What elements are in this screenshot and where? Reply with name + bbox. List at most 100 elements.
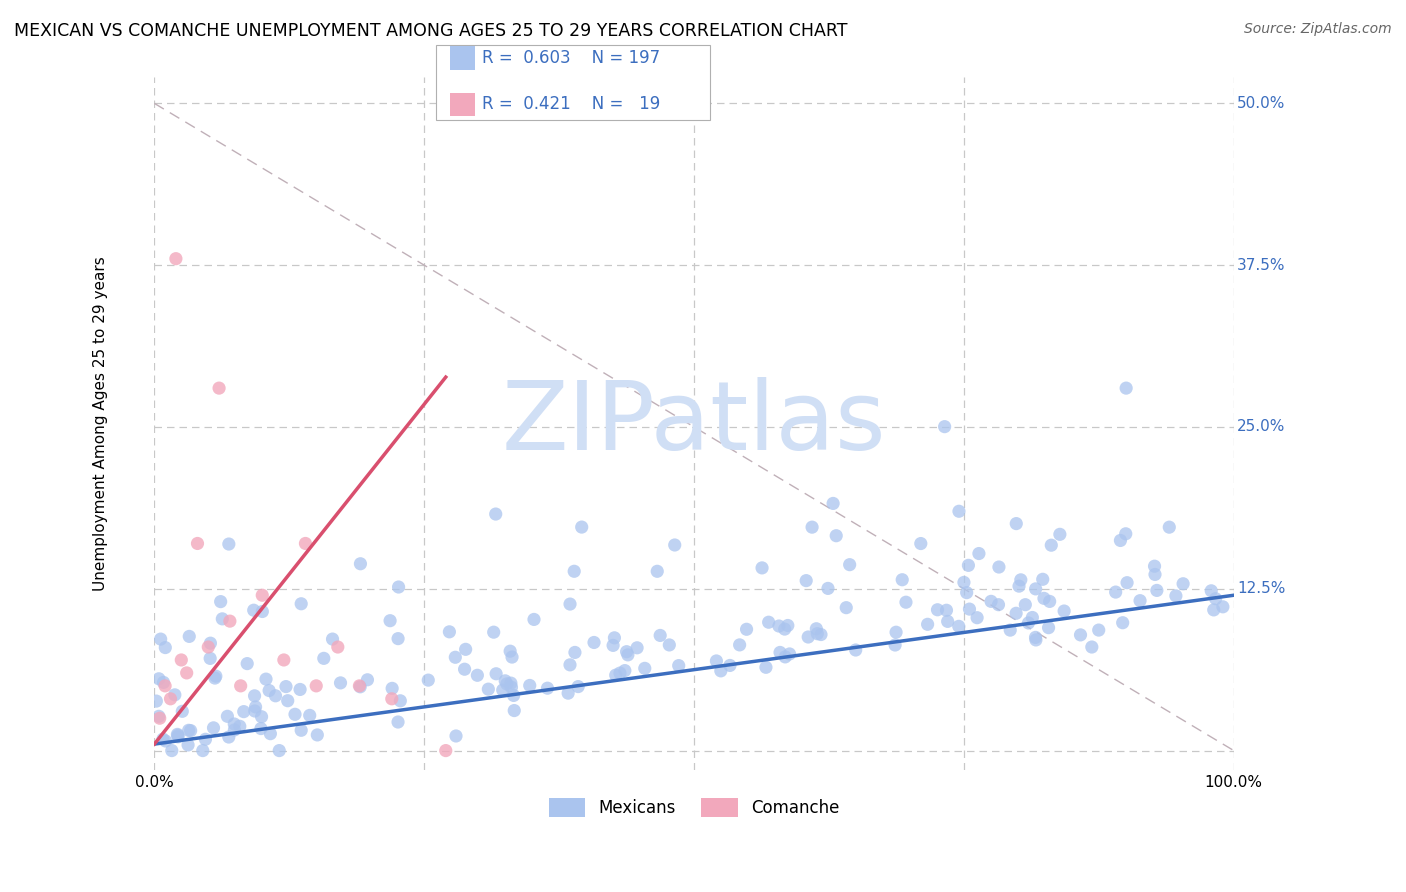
Point	[163, 688, 186, 702]
Point	[254, 672, 277, 686]
Point	[167, 730, 190, 744]
Point	[322, 632, 344, 646]
Point	[259, 727, 281, 741]
Point	[948, 504, 970, 518]
Point	[936, 615, 959, 629]
Point	[312, 651, 335, 665]
Point	[602, 639, 624, 653]
Point	[910, 536, 932, 550]
Point	[224, 723, 246, 737]
Point	[1212, 599, 1234, 614]
Point	[1146, 583, 1168, 598]
Point	[149, 632, 172, 646]
Point	[959, 602, 981, 616]
Point	[934, 419, 956, 434]
Point	[523, 612, 546, 626]
Point	[558, 657, 581, 672]
Point	[499, 644, 522, 658]
Point	[307, 728, 329, 742]
Point	[668, 658, 690, 673]
Point	[927, 603, 949, 617]
Point	[710, 664, 733, 678]
Point	[160, 743, 183, 757]
Point	[439, 624, 461, 639]
Text: 50.0%: 50.0%	[1237, 95, 1285, 111]
Point	[797, 630, 820, 644]
Point	[467, 668, 489, 682]
Point	[242, 603, 264, 617]
Point	[492, 683, 515, 698]
Point	[779, 647, 801, 661]
Point	[257, 683, 280, 698]
Point	[170, 653, 193, 667]
Point	[1008, 579, 1031, 593]
Point	[603, 631, 626, 645]
Point	[269, 743, 291, 757]
Point	[658, 638, 681, 652]
Point	[387, 632, 409, 646]
Point	[1005, 516, 1028, 531]
Point	[224, 717, 246, 731]
Point	[773, 649, 796, 664]
Point	[845, 643, 868, 657]
Text: R =  0.603    N = 197: R = 0.603 N = 197	[482, 49, 661, 67]
Point	[1143, 567, 1166, 582]
Text: 12.5%: 12.5%	[1237, 582, 1285, 596]
Point	[229, 719, 252, 733]
Point	[1116, 575, 1139, 590]
Point	[485, 507, 508, 521]
Point	[218, 730, 240, 744]
Point	[1032, 572, 1054, 586]
Point	[751, 561, 773, 575]
Point	[536, 681, 558, 696]
Point	[1005, 607, 1028, 621]
Point	[329, 676, 352, 690]
Point	[159, 691, 181, 706]
Point	[198, 651, 221, 665]
Point	[217, 709, 239, 723]
Point	[277, 694, 299, 708]
Point	[434, 743, 457, 757]
Point	[1111, 615, 1133, 630]
Point	[202, 721, 225, 735]
Point	[755, 660, 778, 674]
Point	[1129, 593, 1152, 607]
Point	[389, 694, 412, 708]
Text: Unemployment Among Ages 25 to 29 years: Unemployment Among Ages 25 to 29 years	[93, 256, 108, 591]
Point	[582, 635, 605, 649]
Point	[501, 650, 523, 665]
Point	[1039, 594, 1062, 608]
Point	[935, 603, 957, 617]
Point	[1025, 632, 1047, 647]
Point	[326, 640, 349, 654]
Point	[706, 654, 728, 668]
Point	[634, 661, 657, 675]
Point	[298, 708, 321, 723]
Point	[186, 536, 208, 550]
Point	[444, 729, 467, 743]
Point	[165, 252, 187, 266]
Point	[980, 594, 1002, 608]
Point	[806, 622, 828, 636]
Point	[209, 594, 232, 608]
Point	[1159, 520, 1181, 534]
Point	[1000, 623, 1022, 637]
Point	[645, 564, 668, 578]
Point	[650, 628, 672, 642]
Point	[177, 723, 200, 738]
Point	[208, 381, 231, 395]
Point	[191, 743, 214, 757]
Point	[891, 573, 914, 587]
Point	[482, 625, 505, 640]
Point	[218, 537, 240, 551]
Point	[305, 679, 328, 693]
Point	[773, 622, 796, 636]
Point	[148, 709, 170, 723]
Point	[381, 691, 404, 706]
Point	[284, 707, 307, 722]
Point	[197, 640, 219, 654]
Point	[1033, 591, 1056, 606]
Point	[987, 560, 1010, 574]
Point	[205, 669, 228, 683]
Point	[387, 580, 409, 594]
